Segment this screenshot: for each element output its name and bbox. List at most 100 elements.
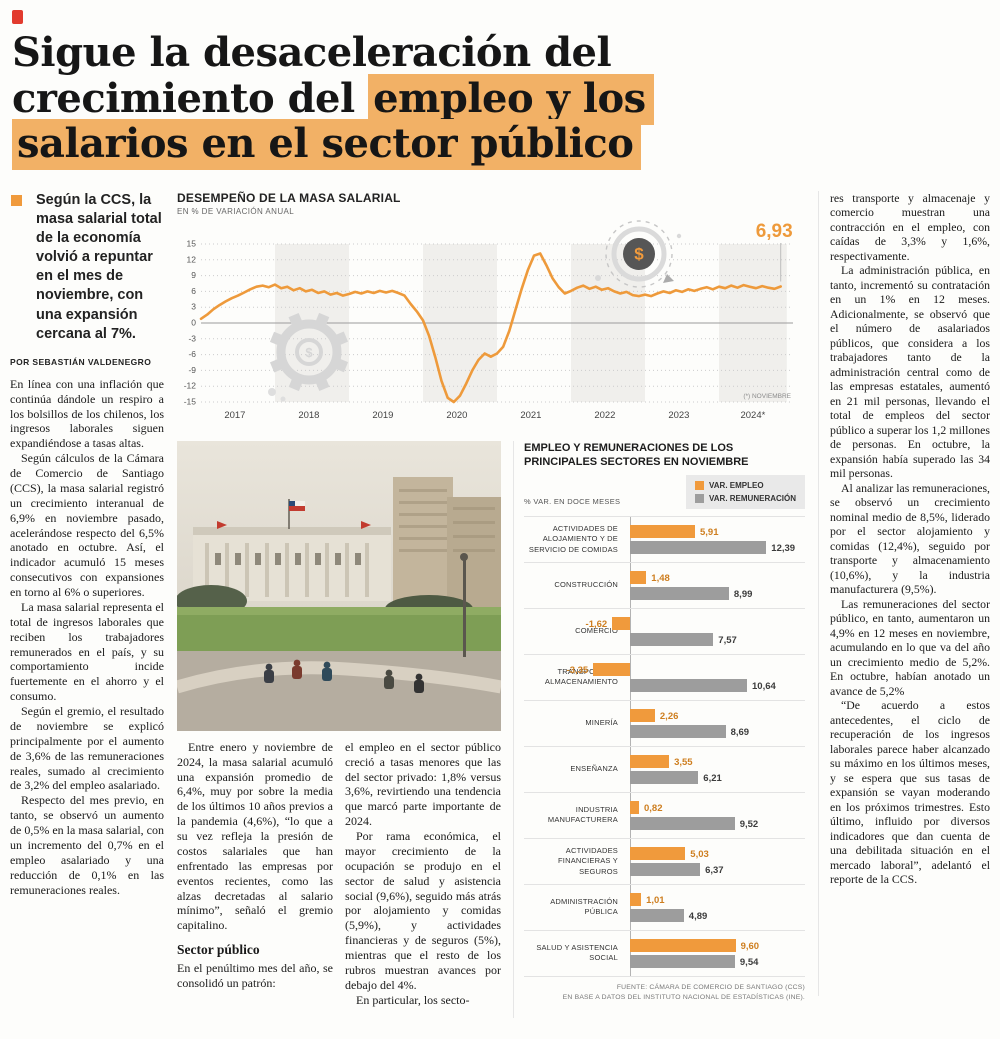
paragraph: “De acuerdo a estos antecedentes, el cic…	[830, 698, 990, 887]
remuneracion-bar	[630, 862, 701, 876]
left-column: Según la CCS, la masa salarial total de …	[10, 191, 164, 991]
source-note: FUENTE: CÁMARA DE COMERCIO DE SANTIAGO (…	[524, 983, 805, 1003]
middle-area: DESEMPEÑO DE LA MASA SALARIAL EN % DE VA…	[177, 191, 805, 1018]
sector-row-0: ACTIVIDADES DE ALOJAMIENTO Y DE SERVICIO…	[524, 517, 805, 563]
sector-label: ACTIVIDADES DE ALOJAMIENTO Y DE SERVICIO…	[528, 524, 618, 554]
mid-column-b: el empleo en el sector público creció a …	[345, 740, 501, 1018]
bar-chart-legend: VAR. EMPLEO VAR. REMUNERACIÓN	[686, 474, 805, 509]
sector-label: SALUD Y ASISTENCIA SOCIAL	[536, 943, 618, 963]
left-column-body: En línea con una inflación que continúa …	[10, 377, 164, 898]
empleo-value: 3,55	[674, 756, 693, 768]
photo-building-right	[393, 476, 453, 609]
sector-row-2: COMERCIO -1,62 7,57	[524, 609, 805, 655]
remuneracion-value: 6,21	[703, 772, 722, 784]
sector-row-8: ADMINISTRACIÓN PÚBLICA 1,01 4,89	[524, 885, 805, 931]
sector-label: ENSEÑANZA	[570, 764, 618, 774]
paragraph: res transporte y almacenaje y comercio m…	[830, 190, 990, 263]
remuneracion-bar	[630, 586, 729, 600]
empleo-bar	[630, 754, 669, 768]
sector-bar-chart: EMPLEO Y REMUNERACIONES DE LOS PRINCIPAL…	[513, 440, 805, 1018]
sector-label: COMERCIO	[575, 626, 618, 636]
line-chart-title: DESEMPEÑO DE LA MASA SALARIAL	[177, 190, 401, 205]
mid-text-columns: Entre enero y noviembre de 2024, la masa…	[177, 740, 501, 1018]
empleo-bar	[630, 570, 647, 584]
svg-text:12: 12	[187, 254, 197, 264]
paragraph: Entre enero y noviembre de 2024, la masa…	[177, 739, 333, 933]
middle-lower: Entre enero y noviembre de 2024, la masa…	[177, 440, 805, 1018]
headline-line2-highlight: empleo y los	[368, 73, 654, 125]
legend-empleo-label: VAR. EMPLEO	[709, 480, 764, 490]
remuneracion-value: 8,99	[733, 588, 753, 600]
remuneracion-bar	[630, 908, 684, 922]
photo-palace-columns	[205, 542, 369, 597]
remuneracion-bar	[630, 678, 747, 692]
svg-text:2018: 2018	[298, 410, 319, 421]
sector-row-9: SALUD Y ASISTENCIA SOCIAL 9,60 9,54	[524, 931, 805, 977]
photo-bench	[177, 661, 501, 694]
article-header: Sigue la desaceleración del crecimiento …	[10, 6, 990, 191]
empleo-bar	[630, 708, 655, 722]
photo-palace-windows	[215, 552, 361, 565]
empleo-bar	[630, 938, 736, 952]
salary-line-chart: DESEMPEÑO DE LA MASA SALARIAL EN % DE VA…	[177, 191, 805, 431]
svg-text:2019: 2019	[372, 410, 393, 421]
sector-row-1: CONSTRUCCIÓN 1,48 8,99	[524, 563, 805, 609]
sector-row-6: INDUSTRIA MANUFACTURERA 0,82 9,52	[524, 793, 805, 839]
remuneracion-bar	[630, 632, 714, 646]
paragraph: el empleo en el sector público creció a …	[345, 739, 501, 829]
empleo-bar	[630, 892, 642, 906]
photo-palace-roof	[193, 526, 391, 535]
sector-label: MINERÍA	[585, 718, 618, 728]
paragraph: Respecto del mes previo, en tanto, se ob…	[10, 793, 164, 897]
empleo-value: 9,60	[740, 940, 760, 952]
photo-and-text: Entre enero y noviembre de 2024, la masa…	[177, 440, 501, 1018]
photo-people	[264, 659, 424, 693]
svg-text:6: 6	[191, 286, 196, 296]
svg-text:15: 15	[187, 238, 197, 248]
empleo-value: -3,35	[566, 664, 589, 676]
empleo-swatch-icon	[695, 480, 705, 490]
remuneracion-value: 7,57	[718, 634, 737, 646]
empleo-value: 1,01	[646, 894, 665, 906]
svg-text:2022: 2022	[594, 410, 615, 421]
paragraph: La administración pública, en tanto, inc…	[830, 263, 990, 481]
line-chart-svg: 15 12 9 6 3 0 -3 -6 -9 -12 -15 $ $6,93 (*) NOVIEMBRE 2…	[184, 220, 793, 421]
bar-chart-head: % VAR. EN DOCE MESES VAR. EMPLEO VAR. RE…	[524, 474, 805, 509]
svg-text:9: 9	[191, 270, 196, 280]
empleo-bar	[630, 846, 686, 860]
empleo-value: -1,62	[585, 618, 608, 630]
section-mark-icon	[12, 10, 23, 24]
paragraph: En el penúltimo mes del año, se consolid…	[177, 961, 333, 991]
remuneracion-bar	[630, 724, 726, 738]
legend-remuneracion: VAR. REMUNERACIÓN	[695, 493, 796, 503]
photo-lamp-head	[460, 552, 468, 561]
paragraph: Al analizar las remuneraciones, se obser…	[830, 480, 990, 597]
photo-windows	[399, 488, 495, 552]
svg-text:3: 3	[191, 301, 196, 311]
legend-empleo: VAR. EMPLEO	[695, 480, 796, 490]
lede-bullet-icon	[11, 194, 22, 206]
empleo-value: 0,82	[644, 802, 663, 814]
sector-row-3: TRANSPORTE Y ALMACENAMIENTO -3,35 10,64	[524, 655, 805, 701]
headline-line1: Sigue la desaceleración del	[12, 29, 612, 76]
right-column: res transporte y almacenaje y comercio m…	[818, 190, 990, 996]
remuneracion-bar	[630, 770, 699, 784]
empleo-bar	[593, 662, 631, 676]
svg-text:-3: -3	[188, 333, 196, 343]
remuneracion-bar	[630, 954, 735, 968]
svg-text:$: $	[305, 345, 313, 360]
article-content: Según la CCS, la masa salarial total de …	[10, 190, 990, 1018]
svg-text:$: $	[634, 244, 644, 263]
empleo-value: 5,03	[690, 848, 709, 860]
legend-remuneracion-label: VAR. REMUNERACIÓN	[709, 493, 796, 503]
svg-text:2021: 2021	[520, 410, 541, 421]
sector-row-7: ACTIVIDADES FINANCIERAS Y SEGUROS 5,03 6,3…	[524, 839, 805, 885]
mid-column-a: Entre enero y noviembre de 2024, la masa…	[177, 740, 333, 1018]
subhead-sector-publico: Sector público	[177, 942, 260, 958]
paragraph: Según cálculos de la Cámara de Comercio …	[10, 451, 164, 600]
photo-flags	[217, 498, 371, 529]
svg-text:-6: -6	[188, 349, 196, 359]
remuneracion-bar	[630, 816, 735, 830]
remuneracion-value: 9,54	[739, 956, 759, 968]
empleo-bar	[612, 616, 630, 630]
